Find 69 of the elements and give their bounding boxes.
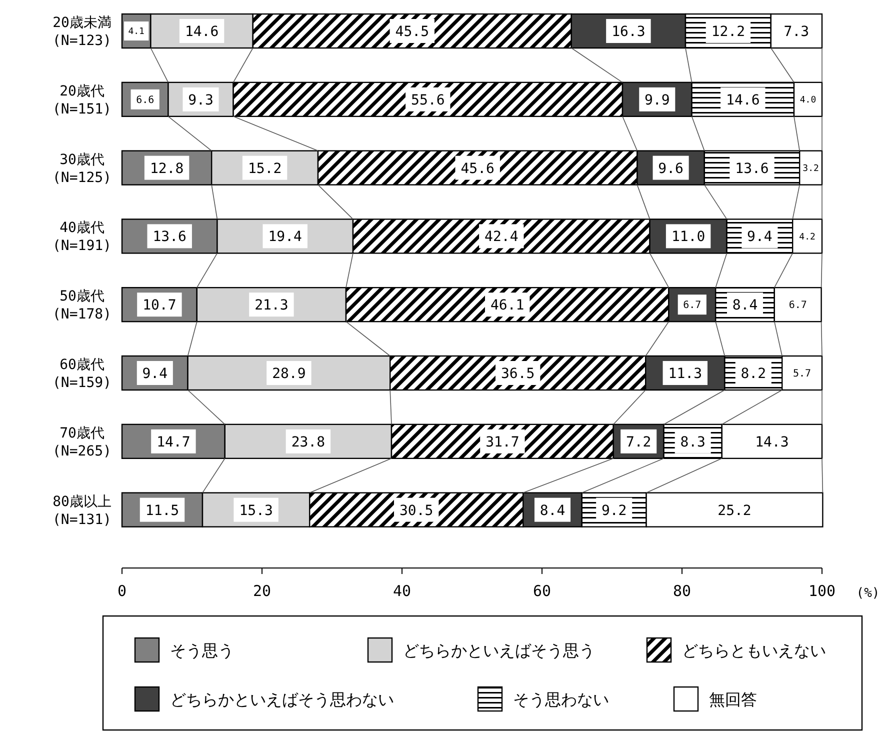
y-tick-label: 30歳代 (N=125) [52, 152, 112, 186]
data-label: 15.3 [239, 502, 273, 519]
data-label: 42.4 [484, 229, 518, 246]
data-label: 13.6 [152, 229, 186, 246]
data-label: 12.2 [711, 24, 746, 40]
data-label: 8.3 [680, 434, 706, 450]
data-label: 45.6 [460, 160, 494, 177]
data-label: 14.7 [156, 434, 190, 450]
legend-label: そう思う [170, 641, 234, 660]
data-label: 6.7 [683, 300, 702, 312]
x-tick-label: 40 [392, 582, 412, 600]
data-label: 30.5 [399, 502, 434, 519]
data-label: 6.7 [788, 300, 807, 312]
x-tick-label: 0 [117, 582, 127, 600]
data-label: 36.5 [500, 366, 535, 382]
data-label: 9.9 [644, 92, 670, 108]
legend-label: どちらかといえばそう思う [403, 641, 595, 660]
data-label: 4.2 [799, 232, 816, 242]
data-label: 9.6 [658, 160, 684, 177]
data-label: 11.5 [145, 502, 180, 519]
data-label: 23.8 [291, 434, 326, 450]
data-label: 6.6 [136, 95, 154, 106]
data-label: 14.6 [184, 24, 219, 40]
data-label: 25.2 [718, 502, 752, 519]
y-tick-label: 40歳代 (N=191) [52, 220, 112, 254]
data-label: 11.3 [668, 366, 702, 382]
y-tick-label: 60歳代 (N=159) [52, 357, 112, 391]
x-tick-label: 80 [672, 582, 692, 600]
data-label: 4.0 [800, 96, 816, 106]
x-tick-label: 20 [252, 582, 272, 600]
data-label: 9.3 [188, 92, 214, 108]
legend-label: 無回答 [709, 690, 757, 709]
data-label: 28.9 [272, 366, 306, 382]
data-label: 45.5 [395, 24, 430, 40]
data-label: 14.6 [726, 92, 760, 108]
y-tick-label: 80歳以上 (N=131) [52, 494, 112, 528]
data-label: 3.2 [802, 164, 819, 174]
data-label: 15.2 [248, 160, 282, 177]
data-label: 12.8 [150, 160, 184, 177]
data-label: 9.4 [747, 229, 772, 246]
data-label: 13.6 [735, 160, 769, 177]
data-label: 31.7 [486, 434, 520, 450]
data-label: 7.2 [626, 434, 652, 450]
data-label: 14.3 [755, 434, 789, 450]
y-tick-label: 20歳未満 (N=123) [52, 15, 112, 49]
legend-label: どちらともいえない [682, 641, 826, 660]
data-label: 11.0 [671, 229, 706, 246]
data-label: 9.4 [142, 366, 168, 382]
data-label: 16.3 [612, 24, 646, 40]
data-label: 5.7 [793, 368, 812, 380]
legend-label: そう思わない [513, 690, 609, 709]
data-label: 46.1 [490, 298, 524, 314]
data-label: 8.4 [540, 502, 566, 519]
data-label: 55.6 [411, 92, 445, 108]
x-tick-label: 100 [808, 582, 836, 600]
data-label: 9.2 [601, 502, 627, 519]
x-axis-title: (%) [856, 586, 880, 601]
data-label: 4.1 [128, 27, 144, 38]
data-label: 19.4 [268, 229, 302, 246]
data-label: 8.2 [740, 366, 766, 382]
x-tick-label: 60 [532, 582, 552, 600]
y-tick-label: 50歳代 (N=178) [52, 288, 112, 323]
data-label: 7.3 [784, 24, 810, 40]
data-label: 10.7 [142, 298, 176, 314]
legend-label: どちらかといえばそう思わない [170, 690, 394, 709]
y-tick-label: 70歳代 (N=265) [52, 425, 112, 460]
data-label: 8.4 [732, 298, 758, 314]
y-tick-label: 20歳代 (N=151) [52, 83, 112, 118]
data-label: 21.3 [254, 298, 288, 314]
